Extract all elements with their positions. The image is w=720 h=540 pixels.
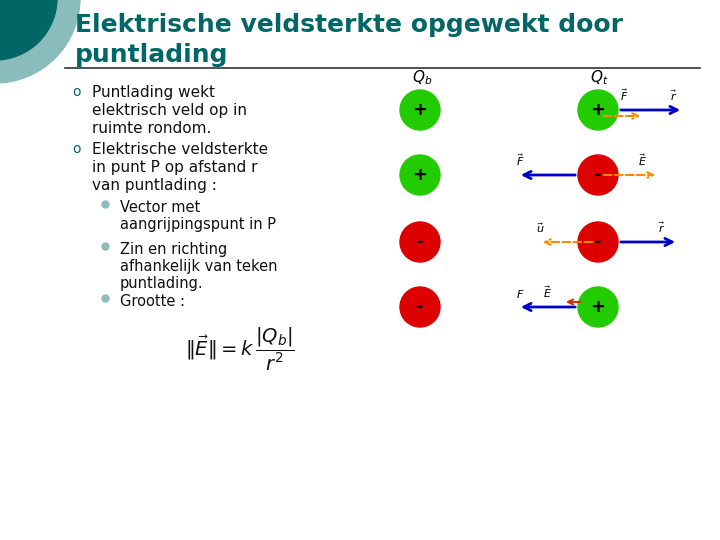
Circle shape bbox=[578, 287, 618, 327]
Circle shape bbox=[0, 0, 57, 60]
Circle shape bbox=[400, 90, 440, 130]
Text: -: - bbox=[416, 233, 424, 251]
Text: Vector met: Vector met bbox=[120, 200, 200, 215]
Text: ruimte rondom.: ruimte rondom. bbox=[92, 121, 212, 136]
Text: $\vec{r}$: $\vec{r}$ bbox=[658, 220, 665, 235]
Circle shape bbox=[400, 155, 440, 195]
Circle shape bbox=[578, 90, 618, 130]
Text: $\vec{F}$: $\vec{F}$ bbox=[516, 152, 525, 168]
Text: o: o bbox=[72, 142, 81, 156]
Text: $\vec{F}$: $\vec{F}$ bbox=[620, 87, 629, 103]
Text: $\|\vec{E}\| = k\,\dfrac{|Q_b|}{r^2}$: $\|\vec{E}\| = k\,\dfrac{|Q_b|}{r^2}$ bbox=[185, 325, 295, 373]
Text: van puntlading :: van puntlading : bbox=[92, 178, 217, 193]
Text: puntlading: puntlading bbox=[75, 43, 228, 67]
Text: o: o bbox=[72, 85, 81, 99]
Text: Grootte :: Grootte : bbox=[120, 294, 185, 309]
Text: puntlading.: puntlading. bbox=[120, 276, 204, 291]
Circle shape bbox=[578, 222, 618, 262]
Text: $F$: $F$ bbox=[516, 288, 525, 300]
Text: -: - bbox=[594, 233, 602, 251]
Text: $Q_t$: $Q_t$ bbox=[590, 68, 608, 87]
Circle shape bbox=[400, 222, 440, 262]
Circle shape bbox=[400, 287, 440, 327]
Text: elektrisch veld op in: elektrisch veld op in bbox=[92, 103, 247, 118]
Text: $\vec{u}$: $\vec{u}$ bbox=[536, 221, 545, 235]
Text: $\vec{E}$: $\vec{E}$ bbox=[638, 152, 647, 168]
Text: Elektrische veldsterkte opgewekt door: Elektrische veldsterkte opgewekt door bbox=[75, 13, 623, 37]
Text: in punt P op afstand r: in punt P op afstand r bbox=[92, 160, 258, 175]
Text: Zin en richting: Zin en richting bbox=[120, 242, 228, 257]
Text: $\vec{E}$: $\vec{E}$ bbox=[543, 284, 552, 300]
Circle shape bbox=[0, 0, 80, 83]
Text: $\vec{r}$: $\vec{r}$ bbox=[670, 88, 677, 103]
Text: Elektrische veldsterkte: Elektrische veldsterkte bbox=[92, 142, 268, 157]
Text: +: + bbox=[413, 166, 428, 184]
Text: -: - bbox=[416, 298, 424, 316]
Text: aangrijpingspunt in P: aangrijpingspunt in P bbox=[120, 217, 276, 232]
Text: afhankelijk van teken: afhankelijk van teken bbox=[120, 259, 277, 274]
Text: $Q_b$: $Q_b$ bbox=[412, 68, 432, 87]
Text: Puntlading wekt: Puntlading wekt bbox=[92, 85, 215, 100]
Text: -: - bbox=[594, 166, 602, 184]
Circle shape bbox=[578, 155, 618, 195]
Text: +: + bbox=[590, 101, 606, 119]
Text: +: + bbox=[590, 298, 606, 316]
Text: +: + bbox=[413, 101, 428, 119]
